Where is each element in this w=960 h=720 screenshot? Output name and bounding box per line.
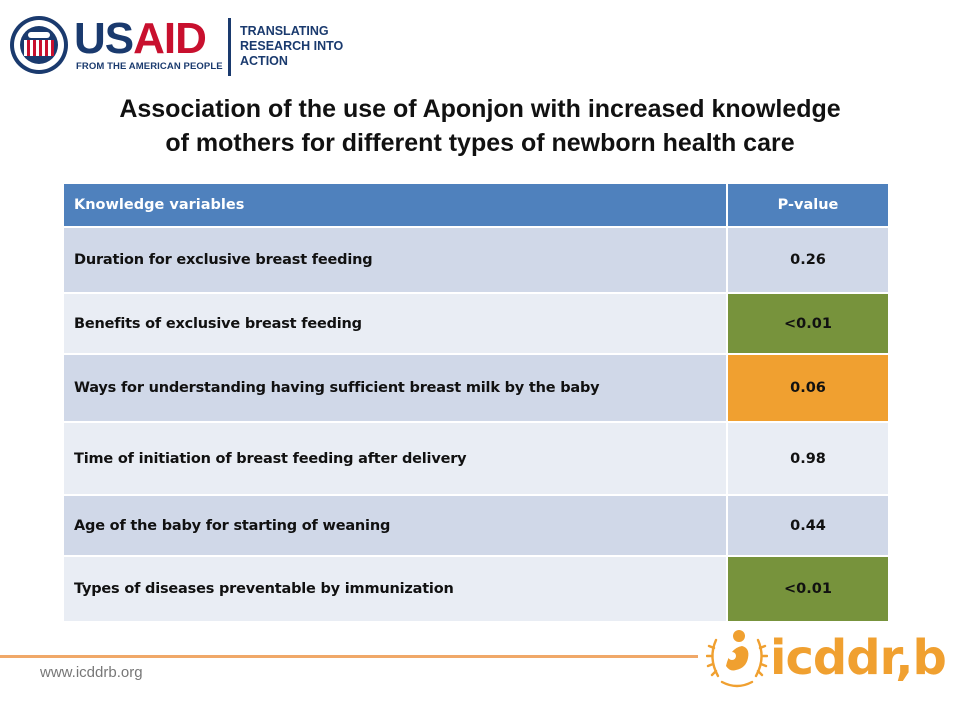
icddrb-logo: icddr,b xyxy=(706,626,947,696)
table-row: Time of initiation of breast feeding aft… xyxy=(64,422,888,496)
table-header-row: Knowledge variables P-value xyxy=(64,184,888,228)
table-row: Ways for understanding having sufficient… xyxy=(64,354,888,423)
variable-cell: Age of the baby for starting of weaning xyxy=(64,495,727,557)
p-value-cell: 0.44 xyxy=(726,495,888,557)
knowledge-table: Knowledge variables P-value Duration for… xyxy=(64,184,888,623)
variable-cell: Ways for understanding having sufficient… xyxy=(64,354,727,423)
p-value-cell: <0.01 xyxy=(726,556,888,623)
usaid-logo: USAID FROM THE AMERICAN PEOPLE TRANSLATI… xyxy=(8,14,348,80)
usaid-subtitle: TRANSLATING RESEARCH INTO ACTION xyxy=(240,24,344,68)
footer-url: www.icddrb.org xyxy=(40,664,143,681)
footer-divider xyxy=(0,655,698,658)
variable-cell: Benefits of exclusive breast feeding xyxy=(64,293,727,355)
usaid-wordmark: USAID xyxy=(74,14,207,63)
icddrb-emblem-icon xyxy=(706,630,768,688)
header-knowledge-variables: Knowledge variables xyxy=(64,184,727,228)
header-p-value: P-value xyxy=(726,184,888,228)
table-row: Duration for exclusive breast feeding 0.… xyxy=(64,227,888,294)
p-value-cell: 0.26 xyxy=(726,227,888,294)
title-line: Association of the use of Aponjon with i… xyxy=(119,95,841,123)
title-line: of mothers for different types of newbor… xyxy=(165,129,795,157)
table-row: Age of the baby for starting of weaning … xyxy=(64,495,888,557)
p-value-cell: <0.01 xyxy=(726,293,888,355)
p-value-cell: 0.06 xyxy=(726,354,888,423)
logo-divider xyxy=(228,18,231,76)
p-value-cell: 0.98 xyxy=(726,422,888,496)
slide-title: Association of the use of Aponjon with i… xyxy=(0,92,960,160)
icddrb-wordmark: icddr,b xyxy=(770,630,947,686)
variable-cell: Duration for exclusive breast feeding xyxy=(64,227,727,294)
table-row: Types of diseases preventable by immuniz… xyxy=(64,556,888,623)
variable-cell: Time of initiation of breast feeding aft… xyxy=(64,422,727,496)
usaid-seal-icon xyxy=(10,16,68,74)
variable-cell: Types of diseases preventable by immuniz… xyxy=(64,556,727,623)
table-row: Benefits of exclusive breast feeding <0.… xyxy=(64,293,888,355)
usaid-tagline: FROM THE AMERICAN PEOPLE xyxy=(76,61,223,72)
